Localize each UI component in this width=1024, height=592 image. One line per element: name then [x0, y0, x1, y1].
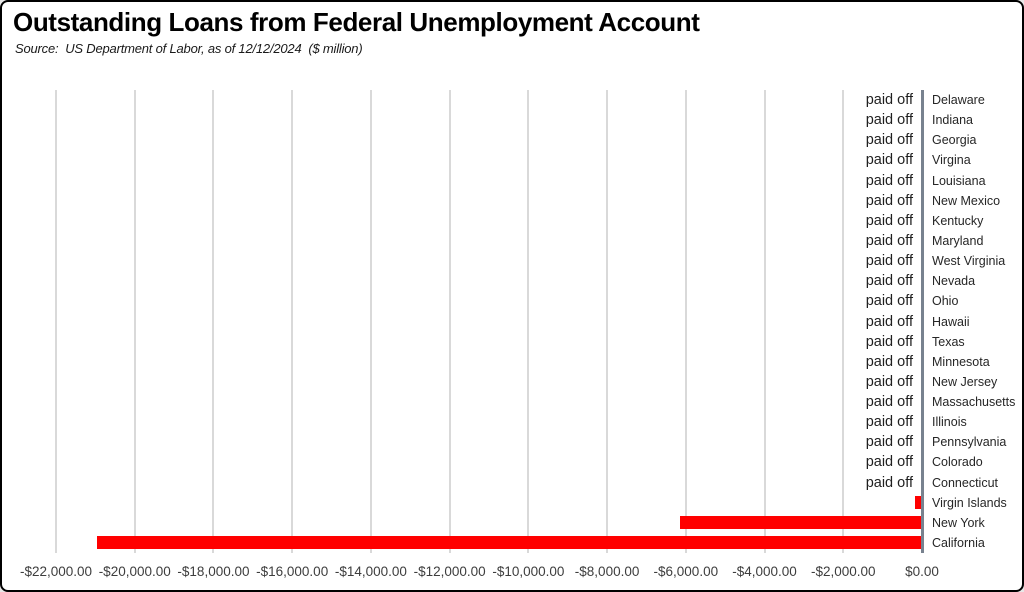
paid-off-label: paid off [865, 212, 913, 229]
category-label: Pennsylvania [932, 435, 1007, 450]
x-tick-label: -$20,000.00 [98, 564, 171, 579]
paid-off-label: paid off [865, 232, 913, 249]
gridline [527, 90, 530, 553]
paid-off-label: paid off [865, 172, 913, 189]
x-tick-label: -$10,000.00 [492, 564, 565, 579]
x-tick-label: -$14,000.00 [334, 564, 407, 579]
category-label: New Mexico [932, 193, 1001, 208]
category-label: Texas [932, 334, 965, 349]
category-label: Maryland [932, 233, 984, 248]
x-tick-label: -$16,000.00 [256, 564, 329, 579]
category-axis-labels: Delaware Indiana Georgia Virgina Louisiana Ne… [932, 90, 1022, 553]
category-label: Colorado [932, 455, 983, 470]
category-label: New Jersey [932, 374, 998, 389]
category-label: Georgia [932, 133, 977, 148]
value-bar-california [97, 536, 922, 550]
category-label: Virgin Islands [932, 495, 1007, 510]
category-label: Virgina [932, 153, 971, 168]
paid-off-label: paid off [865, 394, 913, 411]
gridline [55, 90, 57, 553]
paid-off-label: paid off [865, 313, 913, 330]
gridline [212, 90, 215, 553]
gridline [133, 90, 136, 553]
category-label: Indiana [932, 113, 974, 128]
category-label: Ohio [932, 294, 959, 309]
x-tick-label: -$22,000.00 [19, 564, 93, 579]
gridline [763, 90, 766, 553]
value-bar-virgin-islands [914, 496, 922, 510]
paid-off-label: paid off [865, 454, 913, 471]
x-axis-tick-labels: -$22,000.00 -$20,000.00 -$18,000.00 -$16,00… [20, 564, 939, 585]
category-label: Delaware [932, 93, 985, 108]
category-label: Massachusetts [932, 395, 1016, 410]
x-tick-label: -$2,000.00 [810, 564, 876, 579]
paid-off-label: paid off [865, 293, 913, 310]
x-tick-label: -$6,000.00 [653, 564, 719, 579]
paid-off-label: paid off [865, 112, 913, 129]
paid-off-label: paid off [865, 132, 913, 149]
paid-off-label: paid off [865, 253, 913, 270]
paid-off-label: paid off [865, 353, 913, 370]
paid-off-label: paid off [865, 474, 913, 491]
plot-area: paid off paid off paid off paid off paid off… [55, 90, 924, 553]
category-label: Minnesota [932, 354, 990, 369]
category-label: West Virginia [932, 254, 1006, 269]
x-tick-label: -$12,000.00 [413, 564, 486, 579]
category-label: Louisiana [932, 173, 986, 188]
category-label: Nevada [932, 274, 976, 289]
category-label: New York [932, 515, 985, 530]
paid-off-label: paid off [865, 192, 913, 209]
chart-title: Outstanding Loans from Federal Unemploym… [13, 7, 700, 37]
x-tick-label: -$8,000.00 [574, 564, 640, 579]
paid-off-label: paid off [865, 92, 913, 109]
paid-off-label: paid off [865, 152, 913, 169]
gridline [606, 90, 609, 553]
paid-off-label: paid off [865, 333, 913, 350]
category-label: Kentucky [932, 213, 984, 228]
category-axis-line [920, 90, 924, 553]
category-label: Hawaii [932, 314, 970, 329]
category-label: Connecticut [932, 475, 999, 490]
paid-off-label: paid off [865, 414, 913, 431]
gridline [448, 90, 451, 553]
x-tick-label: -$4,000.00 [732, 564, 797, 579]
category-label: Illinois [932, 415, 967, 430]
chart-subtitle: Source: US Department of Labor, as of 12… [15, 41, 363, 56]
x-tick-label: $0.00 [905, 564, 939, 579]
category-label: California [932, 535, 985, 550]
gridline [369, 90, 372, 553]
paid-off-label: paid off [865, 434, 913, 451]
gridline [291, 90, 294, 553]
value-bar-new-york [679, 516, 922, 530]
gridline [842, 90, 845, 553]
paid-off-label: paid off [865, 273, 913, 290]
gridline [684, 90, 687, 553]
x-tick-label: -$18,000.00 [177, 564, 250, 579]
paid-off-label: paid off [865, 373, 913, 390]
